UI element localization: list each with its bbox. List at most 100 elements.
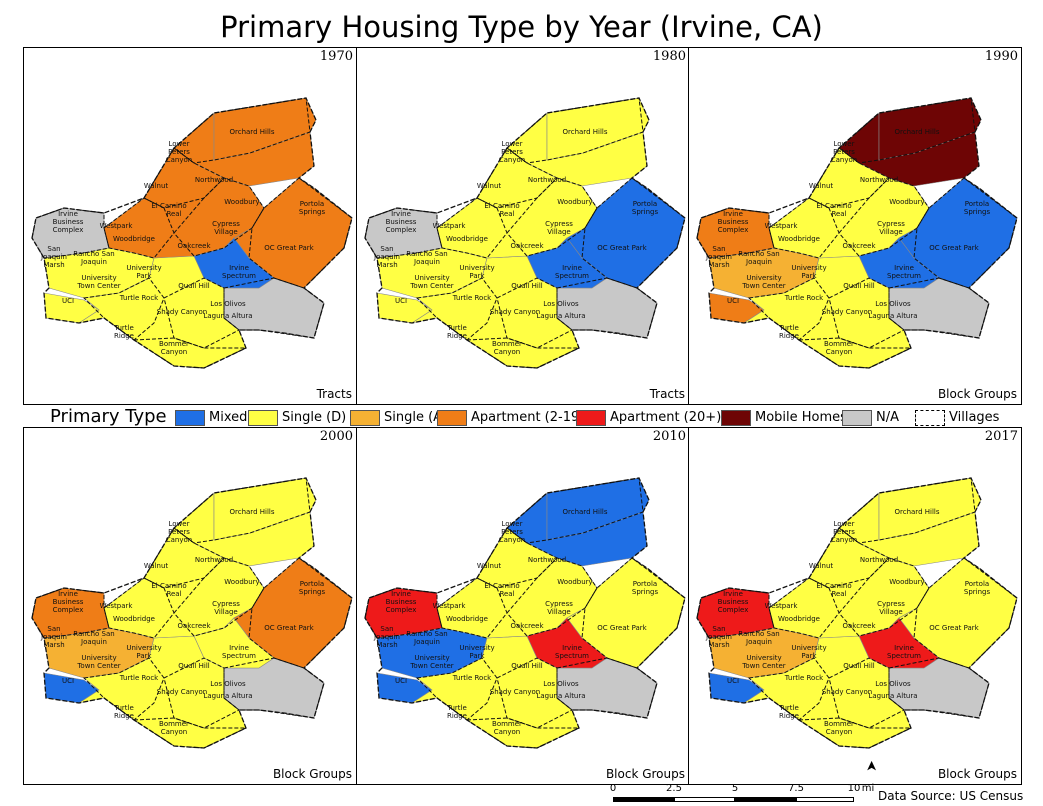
village-label: Complex [718, 226, 749, 234]
village-label: Spectrum [222, 652, 256, 660]
village-label: Real [499, 210, 514, 218]
village-label: Village [547, 608, 571, 616]
village-label: Cypress [877, 220, 905, 228]
village-label: Ridge [779, 332, 799, 340]
village-label: Canyon [161, 728, 187, 736]
village-label: Joaquin [80, 258, 107, 266]
village-label: Canyon [499, 156, 525, 164]
village-label: Lower [169, 520, 190, 528]
village-label: Woodbridge [113, 235, 155, 243]
village-label: UCI [727, 297, 739, 305]
village-label: Lower [169, 140, 190, 148]
village-label: Village [879, 608, 903, 616]
village-label: Walnut [144, 562, 169, 570]
village-label: Marsh [376, 641, 397, 649]
village-label: Complex [53, 226, 84, 234]
village-label: Laguna Altura [868, 692, 917, 700]
village-label: Cypress [212, 600, 240, 608]
village-label: Marsh [43, 261, 64, 269]
village-label: Turtle [113, 324, 134, 332]
map-title: Primary Housing Type by Year (Irvine, CA… [220, 10, 823, 44]
village-label: Business [53, 598, 84, 606]
village-label: Woodbridge [778, 235, 820, 243]
village-label: Turtle [446, 324, 467, 332]
village-label: OC Great Park [597, 624, 647, 632]
village-label: UCI [395, 677, 407, 685]
village-label: OC Great Park [264, 624, 314, 632]
village-label: University [126, 264, 161, 272]
village-label: UCI [62, 677, 74, 685]
village-label: University [791, 644, 826, 652]
map-panel-1980: Orchard Hills Lower Peters Canyon Northwood W… [356, 47, 690, 405]
village-label: Orchard Hills [563, 128, 608, 136]
village-label: Marsh [376, 261, 397, 269]
village-boundary [581, 177, 686, 289]
choropleth-map: Orchard HillsLowerPetersCanyonNorthwoodW… [31, 97, 353, 369]
panel-year: 2010 [652, 429, 686, 444]
village-boundary [768, 197, 840, 259]
village-label: Joaquin [80, 638, 107, 646]
village-label: Joaquin [705, 633, 732, 641]
village-boundary [248, 557, 353, 669]
village-label: Westpark [433, 602, 467, 610]
map-panel-1970: Orchard Hills Lower Peters Canyon Northwood W… [23, 47, 357, 405]
data-source: Data Source: US Census [878, 789, 1024, 803]
village-label: UCI [62, 297, 74, 305]
village-label: Real [166, 590, 181, 598]
village-label: Spectrum [887, 652, 921, 660]
map-panel-2017: Orchard Hills Lower Peters Canyon Northwood W… [688, 427, 1022, 785]
village-label: Quail Hill [178, 662, 210, 670]
village-label: Oakcreek [177, 622, 211, 630]
village-label: Turtle Rock [452, 294, 492, 302]
village-label: Business [386, 218, 417, 226]
village-label: Peters [168, 528, 190, 536]
village-label: Irvine [58, 210, 78, 218]
village-label: Irvine [723, 210, 743, 218]
village-label: Walnut [809, 182, 834, 190]
village-label: Woodbridge [778, 615, 820, 623]
village-label: Shady Canyon [157, 308, 207, 316]
village-label: Quail Hill [511, 282, 543, 290]
scale-segment [613, 797, 674, 802]
village-label: San [380, 625, 393, 633]
village-label: Business [53, 218, 84, 226]
village-label: Joaquin [40, 253, 67, 261]
panel-unit: Tracts [649, 387, 685, 401]
village-boundary [506, 177, 598, 257]
legend-label: Apartment (2-19) [471, 410, 585, 425]
village-label: Turtle Rock [119, 294, 159, 302]
city-boundary [696, 477, 1018, 749]
village-label: Quail Hill [843, 662, 875, 670]
village-label: Spectrum [887, 272, 921, 280]
panel-year: 2017 [984, 429, 1018, 444]
village-label: Peters [501, 528, 523, 536]
village-label: Joaquin [373, 633, 400, 641]
village-label: Complex [718, 606, 749, 614]
village-label: Woodbury [224, 578, 259, 586]
panel-unit: Block Groups [937, 767, 1017, 781]
village-label: Westpark [765, 222, 799, 230]
village-label: Town Center [409, 282, 453, 290]
village-label: El Camino [484, 202, 519, 210]
village-label: Lower [502, 520, 523, 528]
village-label: Cypress [545, 220, 573, 228]
village-boundary [173, 557, 265, 637]
village-label: Irvine [562, 644, 582, 652]
village-label: Bommer [492, 340, 522, 348]
city-boundary [31, 97, 353, 369]
panel-year: 1980 [652, 49, 686, 64]
panel-year: 2000 [319, 429, 353, 444]
village-label: Northwood [860, 556, 898, 564]
village-label: Lower [834, 140, 855, 148]
choropleth-map: Orchard HillsLowerPetersCanyonNorthwoodW… [31, 477, 353, 749]
legend-swatch [576, 410, 606, 426]
village-label: Shady Canyon [822, 688, 872, 696]
village-label: Canyon [831, 156, 857, 164]
scale-segment [796, 797, 854, 802]
village-label: Orchard Hills [563, 508, 608, 516]
village-label: Westpark [100, 222, 134, 230]
village-label: Business [386, 598, 417, 606]
village-label: Laguna Altura [536, 312, 585, 320]
village-label: El Camino [816, 582, 851, 590]
village-label: OC Great Park [597, 244, 647, 252]
